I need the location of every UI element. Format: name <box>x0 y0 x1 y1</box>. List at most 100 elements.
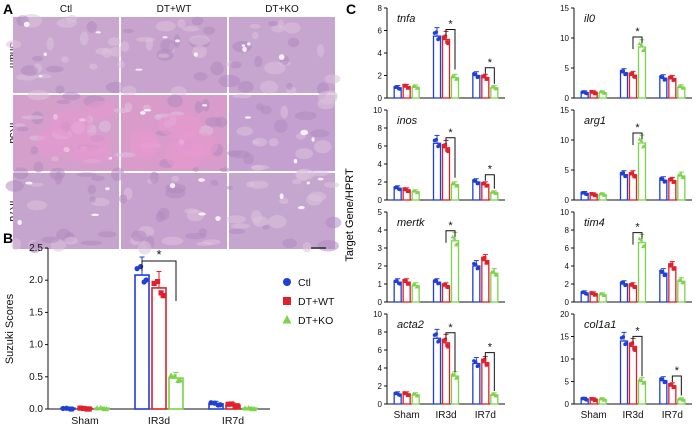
data-point-square <box>445 343 449 348</box>
data-point-square <box>81 405 87 412</box>
tissue-texture <box>176 19 186 28</box>
data-point-triangle <box>493 272 498 277</box>
data-point-triangle <box>601 193 606 197</box>
significance-star: * <box>448 322 453 334</box>
y-tick-label: 5 <box>565 64 570 73</box>
data-point-triangle <box>680 397 685 402</box>
tissue-texture <box>249 23 261 29</box>
y-tick-label: 0 <box>378 298 383 307</box>
vessel-lumen <box>279 193 284 200</box>
data-point-square <box>405 393 410 398</box>
tissue-texture <box>210 179 219 186</box>
significance-star: * <box>635 122 640 134</box>
tissue-texture <box>260 80 279 94</box>
x-tick-label: IR3d <box>148 415 170 427</box>
data-point-square <box>155 278 161 285</box>
tissue-texture <box>98 120 112 133</box>
tissue-texture <box>324 181 340 188</box>
vessel-lumen <box>43 52 47 56</box>
data-point-circle <box>475 181 480 186</box>
data-point-triangle <box>599 89 604 94</box>
vessel-lumen <box>317 177 324 181</box>
y-tick-label: 0 <box>378 94 383 103</box>
x-tick-label: IR3d <box>622 410 643 421</box>
panel-c-label: C <box>346 1 356 17</box>
vessel-lumen <box>105 187 110 191</box>
tissue-texture <box>232 40 252 53</box>
data-point-square <box>443 143 448 147</box>
tissue-texture <box>228 228 246 234</box>
y-tick-label: 0 <box>565 196 570 205</box>
data-point-square <box>482 181 487 186</box>
bar <box>637 142 647 201</box>
tissue-texture <box>98 231 117 238</box>
data-point-circle <box>475 266 480 271</box>
data-point-square <box>232 403 238 409</box>
data-point-triangle <box>639 378 644 382</box>
tissue-texture <box>324 74 341 84</box>
vessel-lumen <box>242 46 247 53</box>
tissue-texture <box>89 63 98 70</box>
tissue-texture <box>13 167 29 180</box>
vessel-lumen <box>241 44 246 47</box>
tissue-texture <box>122 29 134 34</box>
panel-a-histology: Ctl DT+WT DT+KO Sham IR3d IR7d <box>5 4 342 255</box>
tissue-texture <box>149 171 159 184</box>
data-point-square <box>632 284 636 289</box>
bar <box>432 35 442 99</box>
data-point-triangle <box>454 183 459 188</box>
tissue-texture <box>171 175 180 182</box>
data-point-triangle <box>168 372 174 378</box>
bar <box>490 272 499 303</box>
data-point-triangle <box>641 244 646 249</box>
significance-star: * <box>675 365 680 377</box>
data-point-square <box>671 267 676 271</box>
tissue-texture <box>264 61 286 75</box>
data-point-circle <box>436 339 440 344</box>
tissue-texture <box>279 197 289 205</box>
tissue-texture <box>294 111 317 121</box>
necrosis-area <box>49 110 93 138</box>
y-tick-label: 0.0 <box>29 404 43 415</box>
tissue-texture <box>61 56 69 63</box>
gene-name-label: acta2 <box>397 319 424 331</box>
bar <box>637 380 647 405</box>
tissue-texture <box>267 20 278 27</box>
significance-bracket <box>632 232 643 245</box>
significance-bracket <box>445 230 456 243</box>
data-point-square <box>443 337 448 342</box>
tissue-texture <box>113 107 130 114</box>
data-point-triangle <box>641 48 646 53</box>
bar <box>668 266 677 303</box>
tissue-texture <box>274 119 288 133</box>
gene-name-label: il0 <box>584 13 596 25</box>
bar <box>481 361 490 405</box>
bar <box>134 274 150 410</box>
gene-chart-tnfa: 0 2 4 6 8 * * tnfa <box>378 4 505 103</box>
tissue-texture <box>280 105 289 119</box>
tissue-texture <box>193 72 208 81</box>
y-tick-label: 1.5 <box>29 307 43 318</box>
data-point-circle <box>660 75 665 80</box>
bar <box>441 147 451 201</box>
data-point-circle <box>396 281 401 286</box>
tissue-texture <box>283 22 301 34</box>
data-point-triangle <box>454 77 459 81</box>
tissue-texture <box>286 82 293 90</box>
x-tick-label: IR7d <box>475 410 496 421</box>
tissue-texture <box>194 101 203 114</box>
significance-star: * <box>635 325 640 337</box>
data-point-triangle <box>249 405 255 412</box>
tissue-texture <box>232 94 252 99</box>
necrosis-area <box>164 139 204 170</box>
data-point-circle <box>621 335 626 339</box>
bar <box>619 340 629 405</box>
y-tick-label: 0 <box>378 400 383 409</box>
data-point-triangle <box>639 138 644 143</box>
data-point-triangle <box>491 392 496 396</box>
data-point-square <box>482 255 487 260</box>
tissue-texture <box>27 90 50 101</box>
tissue-texture <box>120 41 130 52</box>
tissue-texture <box>191 16 204 26</box>
legend-label: DT+KO <box>298 315 333 327</box>
